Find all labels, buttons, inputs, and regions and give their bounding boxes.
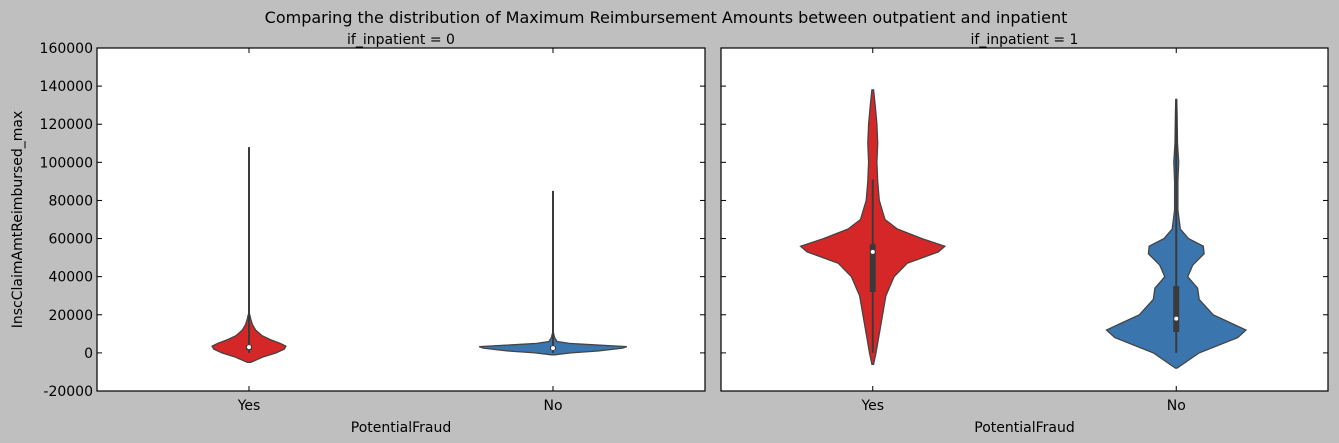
x-tick-label: No (543, 398, 562, 414)
x-axis-label: PotentialFraud (974, 420, 1074, 436)
y-tick-label: 120000 (40, 117, 93, 133)
violin-median (1174, 316, 1179, 321)
plot-area (97, 48, 705, 391)
plot-frame (96, 47, 706, 392)
figure-title: Comparing the distribution of Maximum Re… (265, 8, 1068, 27)
panel-1: if_inpatient = 1 Yes No PotentialFraud (720, 32, 1329, 436)
y-tick-label: 80000 (48, 193, 93, 209)
violin-iqr-box (869, 244, 876, 292)
y-tick-label: 100000 (40, 155, 93, 171)
panel-title: if_inpatient = 0 (347, 32, 455, 48)
panel-title: if_inpatient = 1 (971, 32, 1079, 48)
y-tick-label: 0 (84, 346, 93, 362)
y-tick-label: 160000 (40, 41, 93, 57)
panels: if_inpatient = 0 -20000 0 20000 40000 60000 80… (10, 32, 1329, 436)
y-tick-label: 60000 (48, 232, 93, 248)
x-tick-label: Yes (237, 398, 261, 414)
y-tick-label: 140000 (40, 79, 93, 95)
violin-median (551, 346, 555, 351)
x-axis-label: PotentialFraud (351, 420, 451, 436)
x-tick-label: No (1167, 398, 1186, 414)
violin-iqr-box (1173, 286, 1180, 332)
y-tick-label: 20000 (48, 308, 93, 324)
violin-median (247, 345, 251, 350)
panel-0: if_inpatient = 0 -20000 0 20000 40000 60000 80… (10, 32, 706, 436)
plot-area (721, 48, 1328, 391)
y-tick-label: -20000 (43, 384, 93, 400)
plot-frame (720, 47, 1329, 392)
y-axis-label: InscClaimAmtReimbursed_max (10, 111, 26, 329)
y-tick-label: 40000 (48, 270, 93, 286)
violin-median (870, 249, 875, 254)
x-tick-label: Yes (860, 398, 884, 414)
